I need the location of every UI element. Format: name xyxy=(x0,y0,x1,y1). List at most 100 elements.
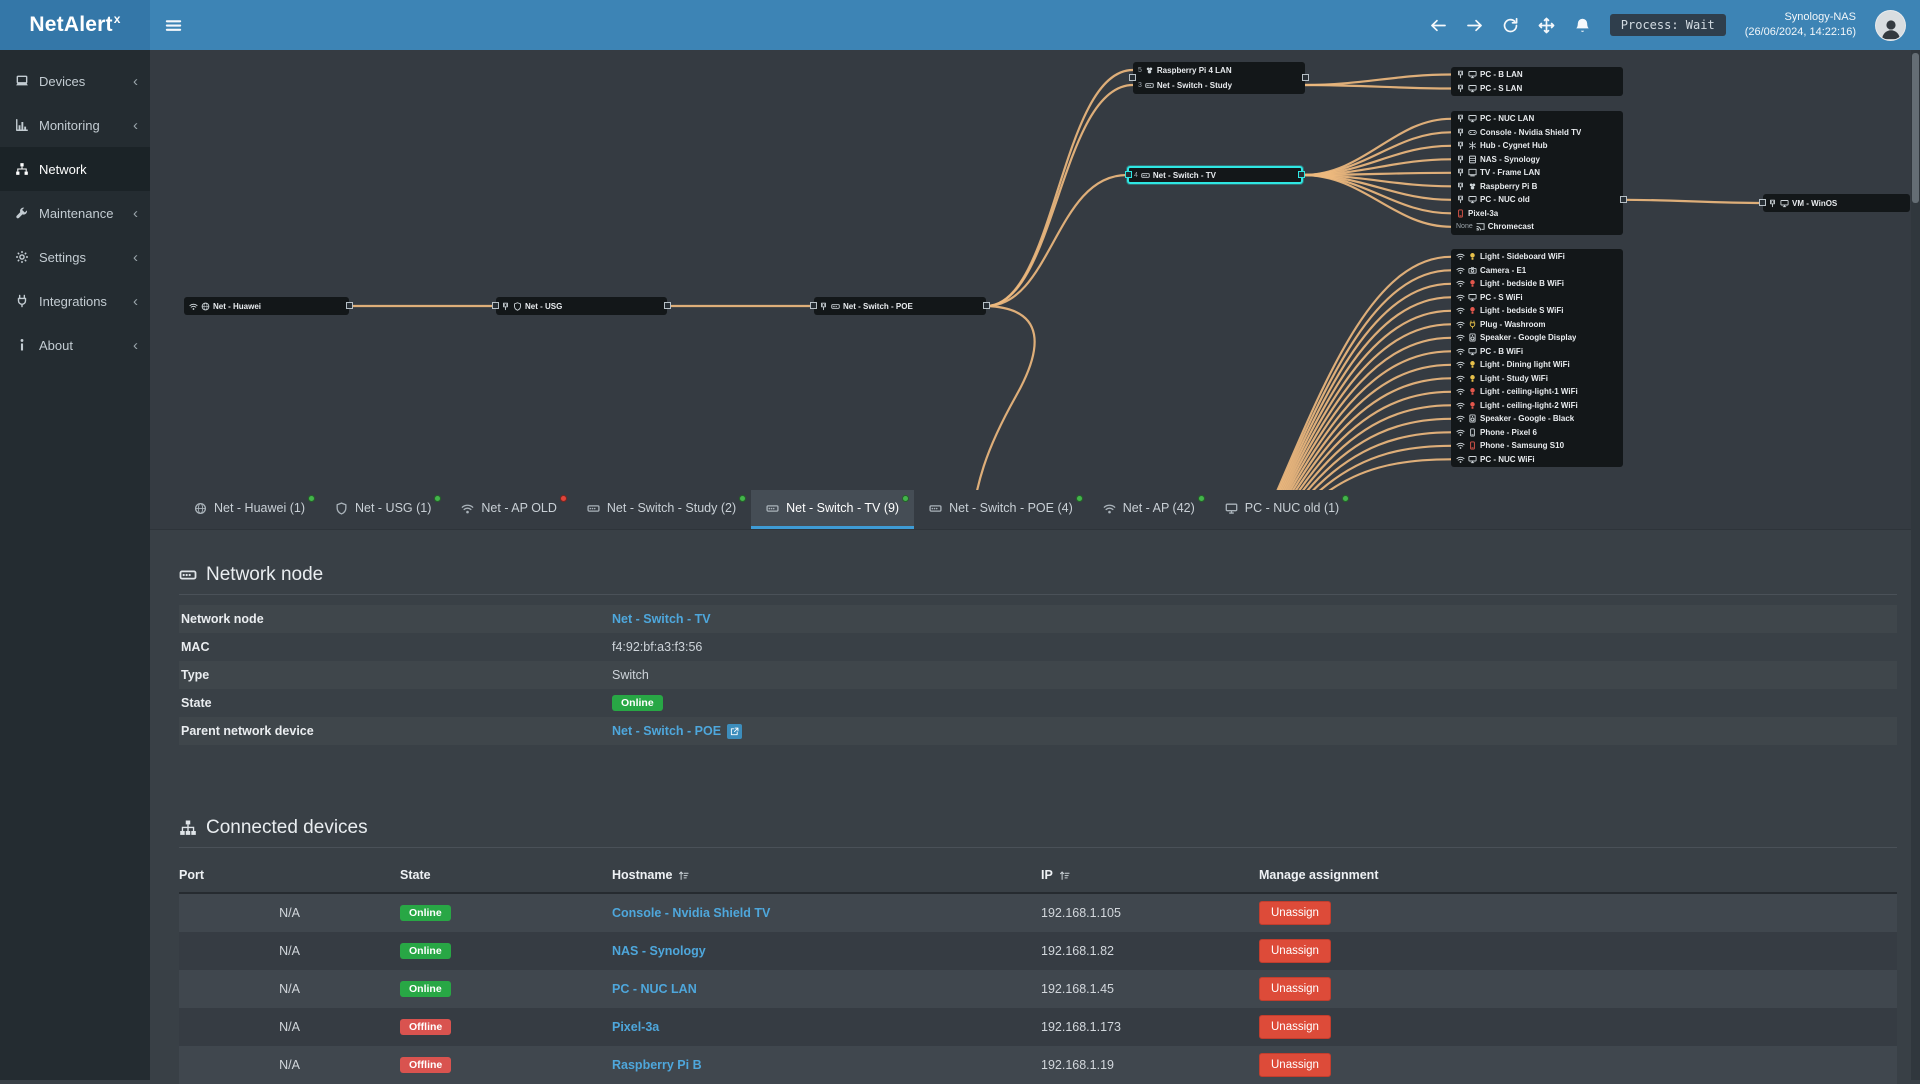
unassign-button[interactable]: Unassign xyxy=(1259,977,1331,1001)
map-device-row[interactable]: Camera - E1 xyxy=(1451,264,1623,278)
device-label: Light - bedside S WiFi xyxy=(1480,306,1563,315)
map-device-row[interactable]: Pixel-3a xyxy=(1451,207,1623,221)
unassign-button[interactable]: Unassign xyxy=(1259,1053,1331,1077)
external-link-icon[interactable] xyxy=(727,724,742,739)
back-button[interactable] xyxy=(1430,17,1447,34)
map-device-row[interactable]: PC - NUC old xyxy=(1451,193,1623,207)
map-node-net-usg[interactable]: Net - USG xyxy=(496,297,667,315)
sidebar-item-integrations[interactable]: Integrations‹ xyxy=(0,279,150,323)
device-label: Light - bedside B WiFi xyxy=(1480,279,1564,288)
sidebar-item-settings[interactable]: Settings‹ xyxy=(0,235,150,279)
sidebar-toggle-button[interactable] xyxy=(150,0,196,50)
monitor-icon xyxy=(1225,502,1238,515)
device-label: VM - WinOS xyxy=(1792,199,1837,208)
move-button[interactable] xyxy=(1538,17,1555,34)
map-device-row[interactable]: PC - S LAN xyxy=(1451,82,1623,96)
hostname-link[interactable]: NAS - Synology xyxy=(612,944,706,958)
sidebar-item-label: Settings xyxy=(39,250,86,265)
map-device-row[interactable]: Light - bedside S WiFi xyxy=(1451,304,1623,318)
state-badge: Offline xyxy=(400,1019,451,1036)
sidebar-item-about[interactable]: About‹ xyxy=(0,323,150,367)
forward-button[interactable] xyxy=(1466,17,1483,34)
node-link[interactable]: Net - Switch - TV xyxy=(612,612,711,626)
map-device-row[interactable]: PC - B WiFi xyxy=(1451,345,1623,359)
sidebar-item-network[interactable]: Network‹ xyxy=(0,147,150,191)
field-label: Network node xyxy=(181,612,612,626)
map-device-row[interactable]: TV - Frame LAN xyxy=(1451,166,1623,180)
map-device-row[interactable]: Light - bedside B WiFi xyxy=(1451,277,1623,291)
port-number: 5 xyxy=(1138,67,1142,74)
device-label: Net - Switch - POE xyxy=(843,302,913,311)
sort-icon xyxy=(678,870,689,881)
col-hostname-sort[interactable]: Hostname xyxy=(612,868,1041,882)
monitor-icon xyxy=(1468,195,1477,204)
divider xyxy=(179,847,1897,848)
map-device-row[interactable]: Phone - Pixel 6 xyxy=(1451,426,1623,440)
map-device-row[interactable]: Light - Study WiFi xyxy=(1451,372,1623,386)
refresh-button[interactable] xyxy=(1502,17,1519,34)
connector-dot xyxy=(492,302,499,309)
tab-net-switch-poe-4-[interactable]: Net - Switch - POE (4) xyxy=(914,490,1088,529)
cell-ip: 192.168.1.45 xyxy=(1041,982,1259,996)
hostname-link[interactable]: Pixel-3a xyxy=(612,1020,659,1034)
tab-net-switch-study-2-[interactable]: Net - Switch - Study (2) xyxy=(572,490,751,529)
map-node-net-switch-poe[interactable]: Net - Switch - POE xyxy=(814,297,986,315)
tab-net-ap-42-[interactable]: Net - AP (42) xyxy=(1088,490,1210,529)
map-device-row[interactable]: PC - S WiFi xyxy=(1451,291,1623,305)
map-node-vm-winos[interactable]: VM - WinOS xyxy=(1763,194,1910,212)
tab-pc-nuc-old-1-[interactable]: PC - NUC old (1) xyxy=(1210,490,1354,529)
state-badge: Online xyxy=(612,695,663,712)
map-device-row[interactable]: Light - Dining light WiFi xyxy=(1451,358,1623,372)
map-device-row[interactable]: Speaker - Google - Black xyxy=(1451,412,1623,426)
sidebar-item-monitoring[interactable]: Monitoring‹ xyxy=(0,103,150,147)
parent-node-link[interactable]: Net - Switch - POE xyxy=(612,724,721,738)
tab-net-switch-tv-9-[interactable]: Net - Switch - TV (9) xyxy=(751,490,914,529)
status-dot xyxy=(560,495,567,502)
sidebar-item-maintenance[interactable]: Maintenance‹ xyxy=(0,191,150,235)
map-device-row[interactable]: PC - NUC WiFi xyxy=(1451,453,1623,467)
user-avatar[interactable] xyxy=(1875,10,1906,41)
tab-net-ap-old[interactable]: Net - AP OLD xyxy=(446,490,572,529)
map-device-row[interactable]: PC - B LAN xyxy=(1451,68,1623,82)
map-device-row[interactable]: Phone - Samsung S10 xyxy=(1451,439,1623,453)
globe-icon xyxy=(194,502,207,515)
tab-label: Net - AP (42) xyxy=(1123,501,1195,515)
hostname-link[interactable]: PC - NUC LAN xyxy=(612,982,697,996)
map-device-row[interactable]: Plug - Washroom xyxy=(1451,318,1623,332)
hostname-link[interactable]: Console - Nvidia Shield TV xyxy=(612,906,770,920)
col-ip-sort[interactable]: IP xyxy=(1041,868,1259,882)
map-device-row[interactable]: Console - Nvidia Shield TV xyxy=(1451,126,1623,140)
tab-net-huawei-1-[interactable]: Net - Huawei (1) xyxy=(179,490,320,529)
notifications-bell-icon[interactable] xyxy=(1574,17,1591,34)
map-device-row[interactable]: NAS - Synology xyxy=(1451,153,1623,167)
phone-icon xyxy=(1468,428,1477,437)
map-device-row[interactable]: PC - NUC LAN xyxy=(1451,112,1623,126)
map-device-row[interactable]: Speaker - Google Display xyxy=(1451,331,1623,345)
page-scrollbar[interactable] xyxy=(1911,50,1920,1080)
map-node-net-huawei[interactable]: Net - Huawei xyxy=(184,297,349,315)
unassign-button[interactable]: Unassign xyxy=(1259,939,1331,963)
tab-net-usg-1-[interactable]: Net - USG (1) xyxy=(320,490,446,529)
map-device-row[interactable]: Hub - Cygnet Hub xyxy=(1451,139,1623,153)
cell-port: N/A xyxy=(179,982,400,996)
map-device-row[interactable]: Light - ceiling-light-1 WiFi xyxy=(1451,385,1623,399)
switch-icon xyxy=(831,302,840,311)
map-device-row[interactable]: Light - ceiling-light-2 WiFi xyxy=(1451,399,1623,413)
map-device-row[interactable]: Light - Sideboard WiFi xyxy=(1451,250,1623,264)
scrollbar-thumb[interactable] xyxy=(1912,53,1919,203)
sidebar-item-devices[interactable]: Devices‹ xyxy=(0,59,150,103)
map-device-row[interactable]: Raspberry Pi B xyxy=(1451,180,1623,194)
unassign-button[interactable]: Unassign xyxy=(1259,1015,1331,1039)
hostname-link[interactable]: Raspberry Pi B xyxy=(612,1058,702,1072)
unassign-button[interactable]: Unassign xyxy=(1259,901,1331,925)
